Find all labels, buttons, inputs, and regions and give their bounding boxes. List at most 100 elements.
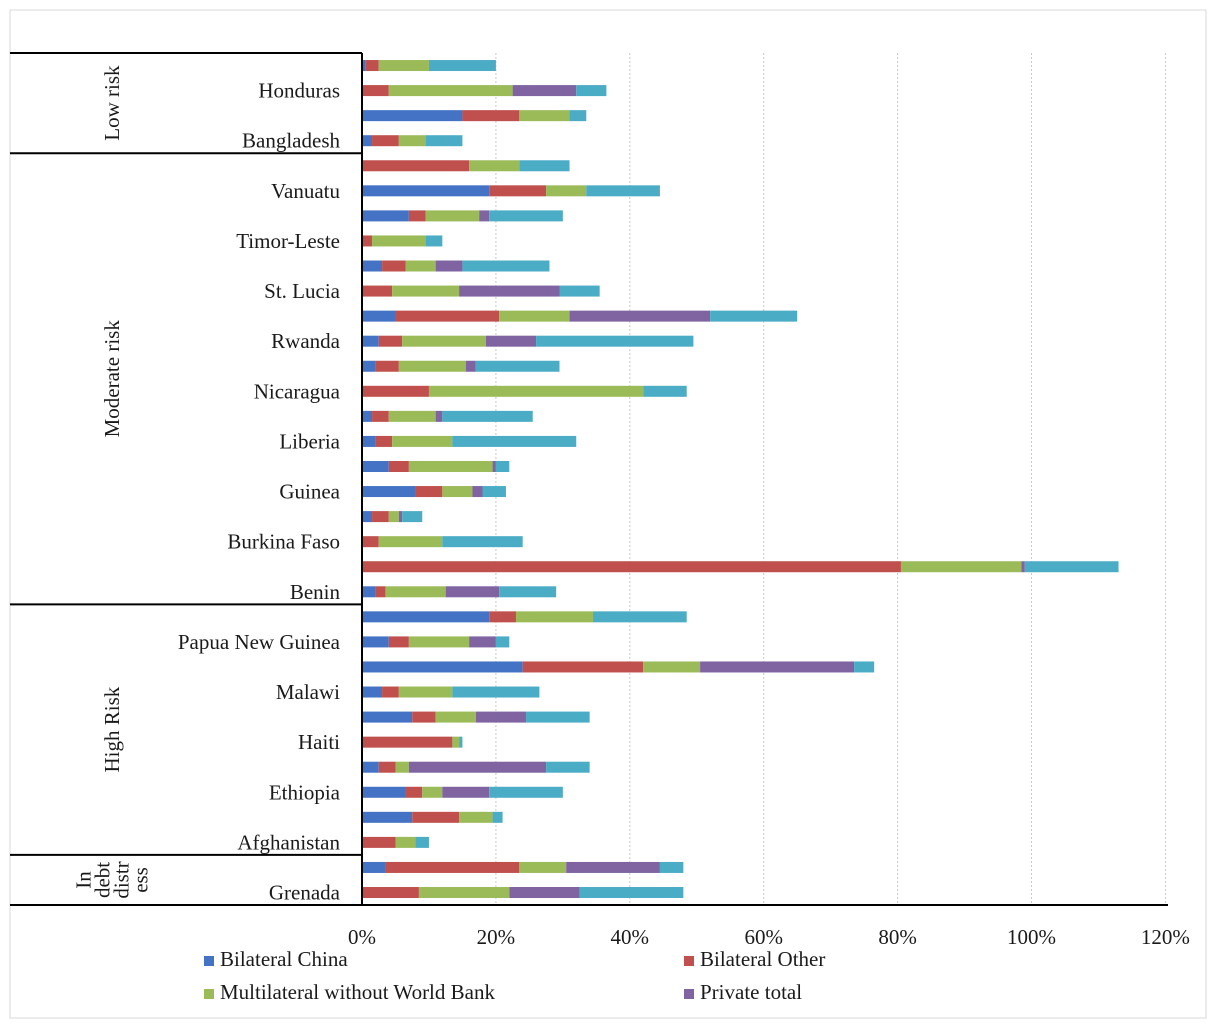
bar-segment: [459, 285, 560, 297]
bar-segment: [435, 260, 463, 272]
bar-segment: [422, 786, 443, 798]
bar-segment: [459, 736, 463, 748]
bar-segment: [372, 235, 426, 247]
bar-segment: [442, 410, 533, 422]
bar-segment: [395, 836, 416, 848]
bar-segment: [372, 410, 389, 422]
bar-segment: [492, 460, 496, 472]
bar-segment: [425, 135, 463, 147]
bar-segment: [362, 310, 396, 322]
bar-segment: [445, 586, 500, 598]
bar-segment: [362, 811, 413, 823]
bar-segment: [388, 410, 436, 422]
bar-segment: [408, 460, 493, 472]
bar-segment: [382, 686, 399, 698]
bar-segment: [854, 661, 875, 673]
x-tick-label: 80%: [878, 925, 917, 949]
bar-segment: [398, 360, 466, 372]
bar-segment: [452, 736, 460, 748]
bar-segment: [362, 285, 393, 297]
bar-segment: [469, 160, 520, 172]
bar-segment: [362, 661, 523, 673]
bar-segment: [362, 460, 389, 472]
x-tick-label: 20%: [477, 925, 516, 949]
bar-segment: [362, 686, 383, 698]
bar-segment: [405, 786, 423, 798]
bar-segment: [710, 310, 798, 322]
bar-segment: [569, 310, 711, 322]
bar-segment: [362, 486, 416, 498]
bar-segment: [362, 761, 379, 773]
x-tick-label: 40%: [611, 925, 650, 949]
bar-segment: [362, 861, 386, 873]
labels-layer: Honduras Bangladesh Vanuatu Timor-Leste St. …: [72, 65, 1190, 949]
bar-segment: [372, 511, 389, 523]
bar-segment: [569, 110, 587, 122]
bar-segment: [435, 410, 443, 422]
bar-segment: [362, 60, 366, 72]
group-label: ess: [129, 867, 153, 893]
bar-segment: [475, 711, 527, 723]
bar-segment: [515, 611, 593, 623]
bar-segment: [362, 135, 373, 147]
bar-segment: [425, 210, 480, 222]
category-label: Burkina Faso: [227, 530, 340, 554]
bar-segment: [362, 335, 379, 347]
bar-segment: [375, 360, 399, 372]
bar-segment: [519, 861, 567, 873]
bar-segment: [395, 310, 500, 322]
category-label: Grenada: [269, 881, 341, 905]
bar-segment: [385, 861, 520, 873]
bar-segment: [398, 511, 403, 523]
bar-segment: [362, 385, 429, 397]
bar-segment: [402, 511, 423, 523]
legend-swatch: [684, 989, 694, 999]
bar-segment: [566, 861, 660, 873]
category-label: St. Lucia: [264, 279, 340, 303]
bar-segment: [362, 561, 901, 573]
bar-segment: [362, 360, 376, 372]
bar-segment: [499, 586, 557, 598]
bars-layer: [362, 60, 1119, 899]
chart-border: [9, 9, 1207, 1019]
bar-segment: [362, 435, 376, 447]
bar-segment: [489, 786, 563, 798]
bar-segment: [408, 636, 470, 648]
x-tick-label: 60%: [744, 925, 783, 949]
category-label: Bangladesh: [242, 129, 340, 153]
bar-segment: [392, 285, 460, 297]
bar-segment: [1021, 561, 1025, 573]
bar-segment: [412, 711, 436, 723]
bar-segment: [378, 335, 403, 347]
bar-segment: [576, 85, 607, 97]
legend-label: Private total: [700, 980, 802, 1004]
bar-segment: [546, 185, 587, 197]
bar-segment: [643, 661, 701, 673]
bar-segment: [586, 185, 660, 197]
bar-segment: [362, 235, 373, 247]
bar-segment: [372, 135, 399, 147]
bar-segment: [479, 210, 490, 222]
bar-segment: [362, 736, 453, 748]
bar-segment: [700, 661, 855, 673]
bar-segment: [495, 636, 510, 648]
bar-segment: [375, 435, 393, 447]
bar-segment: [442, 486, 473, 498]
bar-segment: [592, 611, 687, 623]
bar-segment: [428, 60, 496, 72]
group-label: Moderate risk: [100, 320, 124, 438]
group-label: distr: [110, 861, 134, 898]
bar-segment: [428, 385, 644, 397]
bar-segment: [378, 761, 396, 773]
bar-segment: [519, 110, 570, 122]
bar-segment: [459, 811, 493, 823]
bar-segment: [412, 811, 460, 823]
category-label: Papua New Guinea: [178, 630, 341, 654]
bar-segment: [492, 811, 503, 823]
category-label: Malawi: [276, 680, 340, 704]
bar-segment: [512, 85, 577, 97]
bar-segment: [559, 285, 600, 297]
legend-swatch: [684, 956, 694, 966]
